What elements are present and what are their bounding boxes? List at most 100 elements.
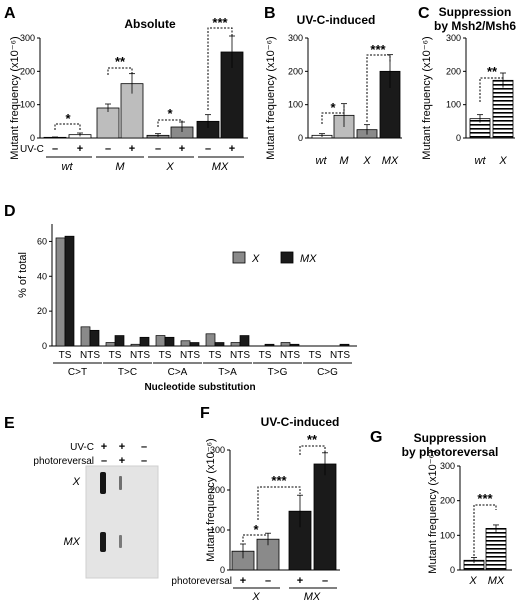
strand-label: TS [259,350,272,361]
y-tick-label: 300 [20,33,35,43]
panel-label-e: E [4,415,15,432]
panel-f-sign: – [265,575,271,587]
panel-label-c: C [418,5,430,22]
panel-f-sign: – [322,575,328,587]
panel-c-category: wt [475,155,487,167]
legend-swatch-x [232,251,246,264]
y-tick-label: 200 [446,66,461,76]
panel-b: B UV-C-induced Mutant frequency (x10⁻⁶) … [264,5,402,167]
y-tick-label: 100 [20,100,35,110]
y-tick-label: 300 [288,33,303,43]
strand-label: NTS [180,350,200,361]
panel-a-row-label: UV-C [20,144,44,155]
bar [214,342,225,347]
bar [492,79,514,139]
strand-label: TS [59,350,72,361]
bar [189,342,200,347]
panel-a-sign: – [52,143,58,155]
panel-e-sign: + [101,441,107,453]
panel-b-category: MX [382,155,399,167]
y-tick-label: 0 [220,565,225,575]
substitution-label: C>T [68,367,87,378]
gel-band [119,476,122,490]
bar [105,342,116,347]
panel-a-sig: * [65,111,71,126]
panel-f-sig: * [253,522,259,537]
strand-label: TS [309,350,322,361]
strand-label: NTS [330,350,350,361]
bar [130,343,141,347]
panel-label-b: B [264,5,276,22]
gel-lane-label-mx: MX [64,536,81,548]
panel-a: A Absolute Mutant frequency (x10⁻⁶) 0 100… [4,5,248,173]
y-tick-label: 60 [37,236,47,246]
panel-b-ylabel: Mutant frequency (x10⁻⁶) [265,36,277,159]
panel-b-category: M [339,155,349,167]
y-tick-label: 200 [440,496,455,506]
panel-e-sign: – [141,441,147,453]
bar [239,335,250,347]
strand-label: NTS [230,350,250,361]
panel-g-title-line2: by photoreversal [402,445,499,459]
panel-a-sign: – [105,143,111,155]
substitution-label: T>G [268,367,288,378]
bar [89,329,100,347]
panel-f-group: X [251,591,260,603]
strand-label: NTS [80,350,100,361]
y-tick-label: 300 [446,33,461,43]
panel-e: E UV-C photoreversal + + – – + – X MX [4,415,159,579]
panel-a-sign: + [129,143,135,155]
bar [205,333,216,347]
bar [114,335,125,347]
panel-d: D % of total 0 20 40 60 TS NTS TS NTS TS NTS TS NTS… [4,203,357,393]
panel-a-sign: + [229,143,235,155]
panel-f-sign: + [297,575,303,587]
strand-label: TS [209,350,222,361]
panel-label-f: F [200,405,210,422]
y-tick-label: 300 [440,461,455,471]
y-tick-label: 20 [37,306,47,316]
bar [139,336,150,347]
y-tick-label: 0 [42,341,47,351]
legend-swatch-mx [280,251,294,264]
panel-c-category: X [498,155,507,167]
panel-g-title: Suppression [414,431,487,445]
gel-lane-label-x: X [72,476,81,488]
bar [230,342,241,347]
panel-f-sig: ** [307,432,318,447]
panel-e-sign: – [141,455,147,467]
y-tick-label: 100 [288,100,303,110]
panel-g-ylabel: Mutant frequency (x10⁻⁶) [427,450,439,573]
panel-b-sig: * [330,100,336,115]
panel-e-sign: + [119,441,125,453]
panel-d-ylabel: % of total [17,252,29,298]
panel-g-category: MX [488,575,505,587]
panel-f-row-label: photoreversal [171,576,232,587]
panel-c-title: Suppression [439,5,512,19]
bar [264,343,275,347]
bar [155,335,166,347]
panel-a-group: X [165,161,174,173]
panel-c-title-line2: by Msh2/Msh6 [434,19,516,33]
bar [485,528,507,571]
y-tick-label: 200 [288,66,303,76]
strand-label: NTS [130,350,150,361]
panel-a-sign: – [155,143,161,155]
panel-a-sig: *** [212,15,228,30]
panel-d-plot: 0 20 40 60 TS NTS TS NTS TS NTS TS NTS TS NTS TS NTS [37,224,357,361]
strand-label: TS [159,350,172,361]
legend-label-mx: MX [300,253,317,265]
y-tick-label: 100 [446,100,461,110]
bar [180,340,191,347]
substitution-label: T>A [218,367,237,378]
panel-f-sign: + [240,575,246,587]
panel-a-group: M [115,161,125,173]
strand-label: NTS [280,350,300,361]
panel-b-title: UV-C-induced [297,13,376,27]
strand-label: TS [109,350,122,361]
panel-c-sig: ** [487,64,498,79]
panel-label-g: G [370,429,382,446]
panel-e-row1: UV-C [70,442,94,453]
y-tick-label: 200 [20,66,35,76]
